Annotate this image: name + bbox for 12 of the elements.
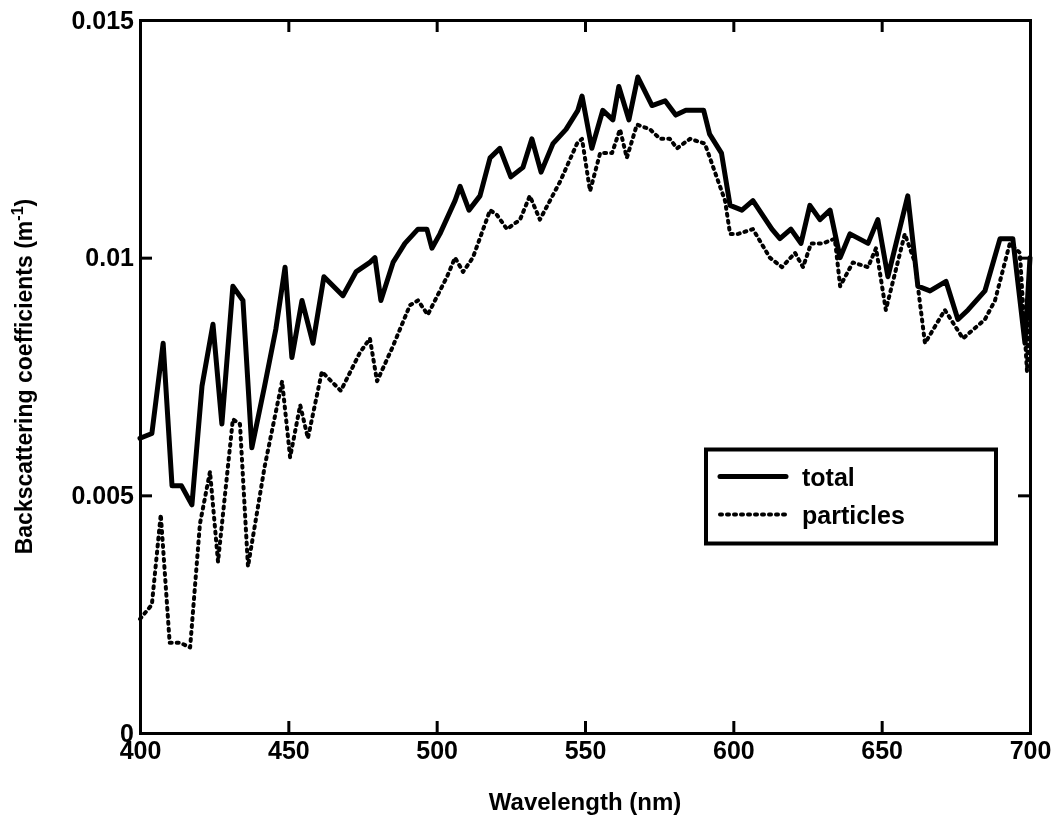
x-axis-title: Wavelength (nm) [488,788,682,815]
x-tick-label: 700 [1009,735,1052,764]
x-tick-label: 600 [712,735,755,764]
y-tick-label: 0.005 [71,480,135,509]
x-tick-label: 550 [564,735,607,764]
y-tick-label: 0.01 [85,243,135,272]
x-tick-label: 650 [861,735,904,764]
x-tick-label: 450 [267,735,310,764]
x-tick-label: 500 [416,735,459,764]
legend-label: particles [802,500,905,529]
y-tick-label: 0.015 [71,5,135,34]
legend-label: total [802,462,855,491]
